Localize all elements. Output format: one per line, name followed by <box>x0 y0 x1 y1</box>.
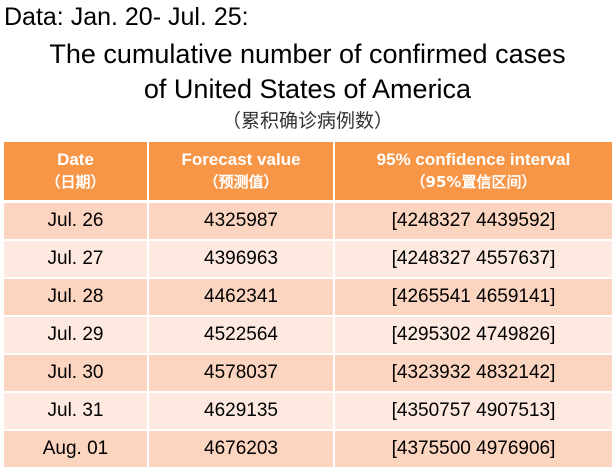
table-row: Jul. 30 4578037 [4323932 4832142] <box>4 354 612 393</box>
table-row: Jul. 26 4325987 [4248327 4439592] <box>4 201 612 241</box>
table-row: Aug. 01 4676203 [4375500 4976906] <box>4 430 612 469</box>
cell-confidence-interval: [4350757 4907513] <box>334 392 612 431</box>
cell-date: Jul. 30 <box>4 354 149 393</box>
document-header: Data: Jan. 20- Jul. 25: The cumulative n… <box>0 0 615 140</box>
data-range-label: Data: Jan. 20- Jul. 25: <box>4 3 249 31</box>
column-header-confidence-interval: 95% confidence interval （95%置信区间） <box>334 142 612 203</box>
cell-date: Jul. 31 <box>4 392 149 431</box>
cell-forecast: 4676203 <box>148 430 335 469</box>
cell-date: Jul. 26 <box>4 201 149 241</box>
cell-date: Aug. 01 <box>4 430 149 469</box>
title-line-2: of United States of America <box>143 74 472 104</box>
cell-forecast: 4522564 <box>148 316 335 355</box>
table-row: Jul. 27 4396963 [4248327 4557637] <box>4 240 612 279</box>
column-header-label-zh: （日期） <box>45 173 106 191</box>
column-header-label: 95% confidence interval <box>376 150 571 169</box>
cell-date: Jul. 29 <box>4 316 149 355</box>
table-row: Jul. 28 4462341 [4265541 4659141] <box>4 278 612 317</box>
cell-confidence-interval: [4375500 4976906] <box>334 430 612 469</box>
table-row: Jul. 31 4629135 [4350757 4907513] <box>4 392 612 431</box>
column-header-label: Date <box>57 150 94 169</box>
cell-confidence-interval: [4248327 4557637] <box>334 240 612 279</box>
column-header-date: Date （日期） <box>4 142 149 203</box>
column-header-label-zh: （预测值） <box>203 173 279 191</box>
cell-date: Jul. 27 <box>4 240 149 279</box>
cell-forecast: 4578037 <box>148 354 335 393</box>
cell-forecast: 4325987 <box>148 201 335 241</box>
cell-confidence-interval: [4323932 4832142] <box>334 354 612 393</box>
column-header-label: Forecast value <box>181 150 301 169</box>
cell-date: Jul. 28 <box>4 278 149 317</box>
cell-confidence-interval: [4295302 4749826] <box>334 316 612 355</box>
column-header-forecast: Forecast value （预测值） <box>148 142 335 203</box>
table-row: Jul. 29 4522564 [4295302 4749826] <box>4 316 612 355</box>
forecast-table: Date （日期） Forecast value （预测值） 95% confi… <box>4 142 612 469</box>
cell-forecast: 4396963 <box>148 240 335 279</box>
title-line-1: The cumulative number of confirmed cases <box>49 39 566 69</box>
cell-confidence-interval: [4265541 4659141] <box>334 278 612 317</box>
subtitle-chinese: （累积确诊病例数） <box>221 110 393 132</box>
table-header-row: Date （日期） Forecast value （预测值） 95% confi… <box>4 142 612 203</box>
cell-confidence-interval: [4248327 4439592] <box>334 201 612 241</box>
cell-forecast: 4462341 <box>148 278 335 317</box>
cell-forecast: 4629135 <box>148 392 335 431</box>
column-header-label-zh: （95%置信区间） <box>410 173 537 191</box>
